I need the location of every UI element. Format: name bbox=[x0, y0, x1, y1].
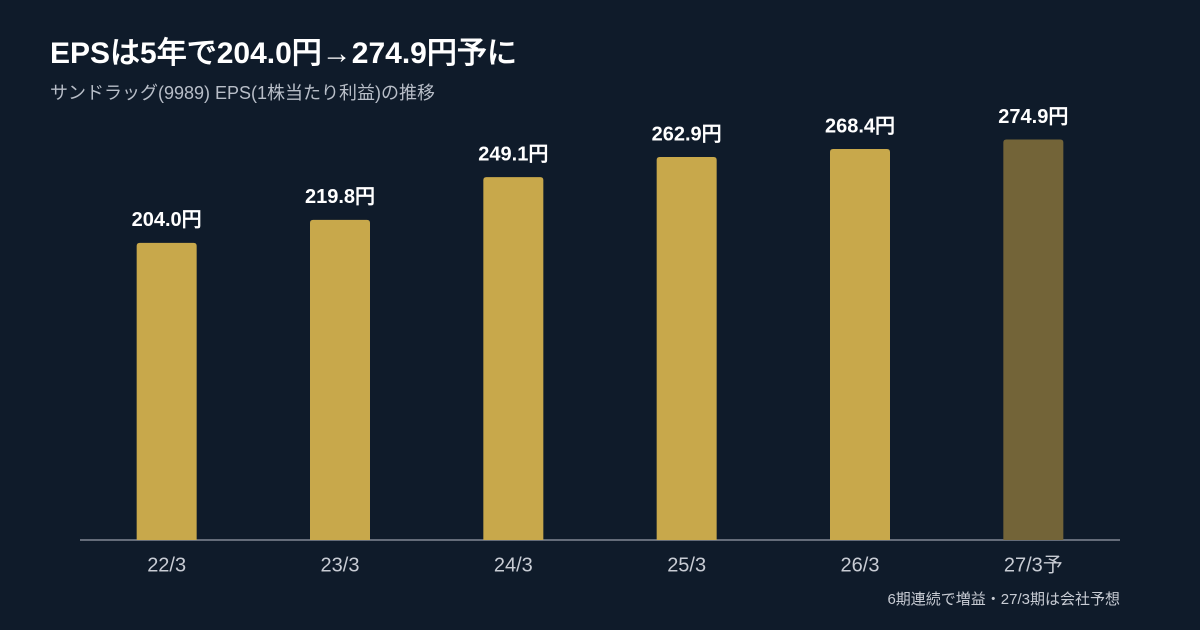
x-tick-label: 22/3 bbox=[147, 554, 186, 576]
bar bbox=[656, 157, 717, 540]
value-label: 249.1円 bbox=[478, 143, 548, 165]
value-label: 262.9円 bbox=[652, 123, 722, 145]
chart-subtitle: サンドラッグ(9989) EPS(1株当たり利益)の推移 bbox=[50, 83, 435, 103]
value-label: 219.8円 bbox=[305, 186, 375, 208]
bar bbox=[310, 219, 370, 541]
x-tick-label: 25/3 bbox=[667, 554, 706, 576]
value-label: 204.0円 bbox=[132, 209, 202, 231]
x-tick-label: 27/3予 bbox=[1004, 554, 1063, 576]
x-tick-label: 24/3 bbox=[494, 554, 533, 576]
bar bbox=[830, 149, 890, 540]
footnote: 6期連続で増益・27/3期は会社予想 bbox=[887, 591, 1120, 608]
value-label: 268.4円 bbox=[825, 115, 895, 137]
x-tick-label: 23/3 bbox=[321, 554, 360, 576]
bar bbox=[483, 177, 544, 540]
bar bbox=[1003, 139, 1064, 541]
chart-title: EPSは5年で204.0円→274.9円予に bbox=[50, 37, 517, 70]
bar bbox=[136, 242, 197, 540]
value-label: 274.9円 bbox=[998, 106, 1068, 128]
x-tick-label: 26/3 bbox=[841, 554, 880, 576]
